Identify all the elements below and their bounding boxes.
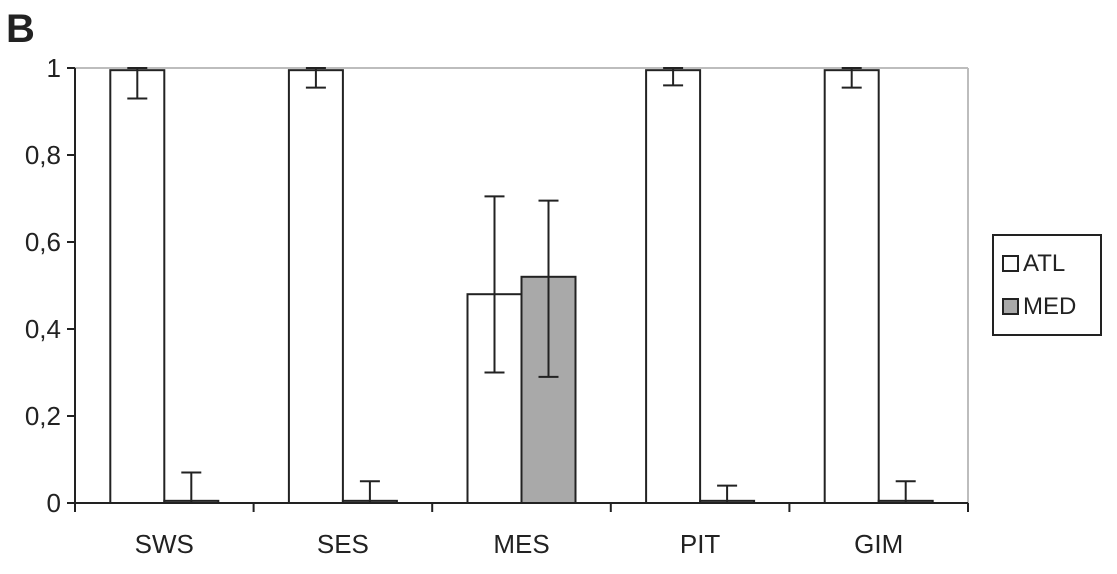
legend-label-med: MED [1023,293,1076,320]
legend-label-atl: ATL [1023,250,1065,277]
y-tick-label: 0,8 [25,140,61,170]
y-tick-label: 0 [47,488,61,518]
y-axis: 0 0,2 0,4 0,6 0,8 1 [25,53,76,518]
legend-box [992,234,1102,336]
plot-area [75,67,969,503]
panel-label: B [6,7,35,51]
error-bar-group [127,67,916,504]
y-tick-label: 0,6 [25,227,61,257]
x-axis: SWS SES MES PIT GIM [74,502,969,559]
bar-atl-pit [645,69,702,505]
y-tick-label: 0,2 [25,401,61,431]
y-tick-label: 0,4 [25,314,61,344]
x-tick-label: MES [493,529,549,559]
bar-atl-mes [466,293,523,505]
legend-swatch-atl [1002,255,1019,272]
bar-group [109,69,934,505]
legend-swatch-med [1002,298,1019,315]
x-tick-label: PIT [680,529,721,559]
bar-atl-gim [823,69,880,505]
legend: ATL MED [992,234,1102,336]
x-tick-label: SWS [135,529,194,559]
bar-atl-ses [287,69,344,505]
x-tick-label: GIM [854,529,903,559]
x-tick-label: SES [317,529,369,559]
y-tick-label: 1 [47,53,61,83]
bar-atl-sws [109,69,166,505]
